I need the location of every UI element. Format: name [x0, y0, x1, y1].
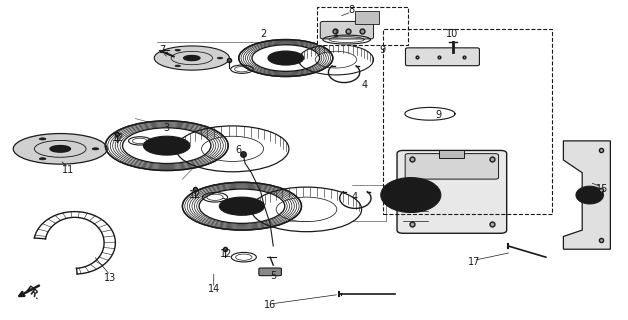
- Text: 16: 16: [264, 300, 276, 310]
- Ellipse shape: [381, 178, 441, 212]
- Polygon shape: [563, 141, 610, 249]
- Text: FR.: FR.: [23, 284, 41, 302]
- Bar: [355, 11, 379, 24]
- Ellipse shape: [175, 49, 180, 51]
- Ellipse shape: [298, 44, 374, 75]
- Ellipse shape: [276, 54, 295, 62]
- Text: 1: 1: [333, 29, 339, 39]
- Ellipse shape: [176, 126, 289, 172]
- Ellipse shape: [576, 186, 604, 204]
- Ellipse shape: [106, 121, 228, 171]
- Text: 7: 7: [160, 45, 166, 55]
- Text: 17: 17: [468, 257, 480, 267]
- Text: 12: 12: [112, 133, 125, 143]
- Ellipse shape: [154, 46, 229, 70]
- Ellipse shape: [143, 136, 190, 155]
- FancyBboxPatch shape: [259, 268, 281, 276]
- Ellipse shape: [239, 40, 333, 76]
- Text: 3: 3: [220, 198, 226, 208]
- Text: 4: 4: [352, 192, 358, 202]
- Text: 3: 3: [164, 123, 170, 133]
- Text: 4: 4: [361, 80, 367, 90]
- Ellipse shape: [92, 148, 99, 150]
- Text: 5: 5: [270, 271, 276, 281]
- Ellipse shape: [154, 141, 179, 151]
- FancyBboxPatch shape: [405, 154, 499, 179]
- Ellipse shape: [401, 189, 421, 201]
- FancyBboxPatch shape: [406, 48, 479, 66]
- FancyBboxPatch shape: [397, 150, 507, 233]
- Text: 15: 15: [596, 184, 609, 194]
- Text: 2: 2: [261, 29, 267, 39]
- Ellipse shape: [175, 65, 180, 67]
- Text: 10: 10: [446, 29, 458, 39]
- Ellipse shape: [391, 183, 431, 207]
- Ellipse shape: [219, 197, 264, 215]
- Ellipse shape: [40, 138, 46, 140]
- Ellipse shape: [230, 201, 254, 211]
- Bar: [317, 7, 408, 45]
- Ellipse shape: [251, 187, 362, 232]
- Ellipse shape: [217, 57, 223, 59]
- Ellipse shape: [50, 146, 70, 152]
- Text: 12: 12: [220, 249, 232, 259]
- FancyBboxPatch shape: [320, 21, 374, 39]
- Text: 11: 11: [62, 164, 75, 174]
- Text: 9: 9: [435, 110, 441, 120]
- Text: 14: 14: [208, 284, 220, 294]
- Text: 9: 9: [380, 45, 386, 55]
- Text: 12: 12: [189, 190, 201, 200]
- Ellipse shape: [183, 55, 200, 61]
- Bar: [440, 150, 464, 158]
- Ellipse shape: [13, 133, 107, 164]
- Ellipse shape: [40, 158, 46, 160]
- Text: 6: 6: [236, 146, 242, 156]
- Ellipse shape: [268, 51, 304, 65]
- Ellipse shape: [182, 182, 301, 230]
- Text: 13: 13: [104, 273, 116, 283]
- Text: 8: 8: [349, 5, 355, 15]
- Bar: [383, 29, 552, 214]
